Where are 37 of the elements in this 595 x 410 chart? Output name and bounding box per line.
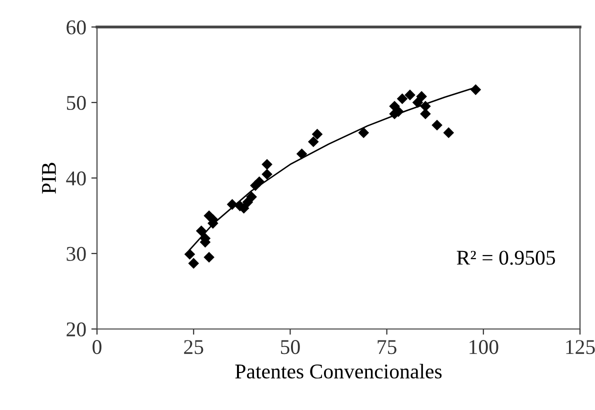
point xyxy=(432,120,442,130)
point xyxy=(246,192,257,202)
y-tick-label: 40 xyxy=(66,171,86,186)
y-tick-label: 30 xyxy=(66,246,86,261)
point xyxy=(296,148,307,159)
x-tick-label: 25 xyxy=(184,340,204,354)
y-axis-title: PIB xyxy=(42,162,56,194)
point xyxy=(420,101,431,112)
x-tick-label: 100 xyxy=(470,340,498,354)
y-tick-label: 20 xyxy=(66,322,86,336)
x-tick-label: 0 xyxy=(92,340,102,354)
y-tick-label: 60 xyxy=(66,20,86,34)
x-axis-title: Patentes Convencionales xyxy=(235,364,442,379)
point xyxy=(262,169,272,180)
point xyxy=(470,84,481,95)
point xyxy=(420,108,431,119)
x-tick-label: 75 xyxy=(378,340,396,354)
point xyxy=(412,97,423,108)
annotation: R² = 0.9505 xyxy=(456,250,556,265)
point xyxy=(188,258,199,268)
point xyxy=(262,159,272,170)
point xyxy=(358,128,369,138)
point xyxy=(404,90,416,100)
point xyxy=(397,94,408,104)
point xyxy=(312,129,322,140)
point xyxy=(227,199,238,210)
point xyxy=(308,136,318,147)
x-tick-label: 125 xyxy=(566,340,595,354)
x-tick-label: 50 xyxy=(280,340,300,354)
point xyxy=(416,91,427,102)
point xyxy=(254,176,264,187)
y-tick-label: 50 xyxy=(66,96,86,110)
point xyxy=(196,226,206,236)
point xyxy=(204,252,214,262)
point xyxy=(242,197,253,208)
point xyxy=(444,128,454,138)
point xyxy=(184,249,195,260)
